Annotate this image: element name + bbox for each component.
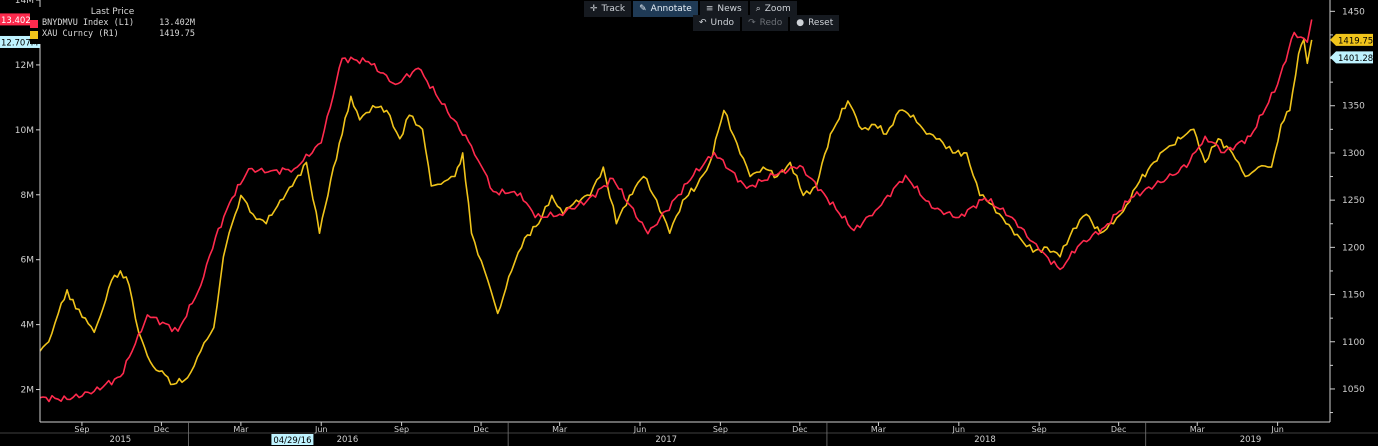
pencil-icon: ✎ (639, 4, 647, 14)
x-tick-label: Jun (1270, 425, 1284, 434)
news-icon: ≡ (705, 4, 714, 14)
zoom-button[interactable]: ⌕ Zoom (749, 1, 797, 17)
left-value-marker-label: 13.402M (1, 16, 38, 26)
x-tick-label: Dec (154, 425, 169, 434)
x-tick-label: Jun (314, 425, 328, 434)
series-line-bnydmvu (39, 19, 1313, 403)
reset-icon: ● (796, 18, 805, 28)
zoom-label: Zoom (764, 4, 791, 14)
right-tick-label: 1450 (1342, 7, 1365, 17)
right-tick-label: 1050 (1342, 385, 1365, 395)
right-tick-label: 1250 (1342, 196, 1365, 206)
x-tick-label: Sep (713, 425, 728, 434)
x-tick-label: Dec (1111, 425, 1126, 434)
legend-item[interactable]: XAU Curncy (R1) 1419.75 (30, 29, 195, 40)
undo-button[interactable]: ↶ Undo (693, 15, 741, 31)
left-tick-label: 14M (15, 0, 34, 6)
year-label: 2015 (110, 435, 132, 445)
x-tick-label: Mar (1190, 425, 1206, 434)
track-label: Track (601, 4, 626, 14)
reset-button[interactable]: ● Reset (790, 15, 840, 31)
x-tick-label: Sep (1032, 425, 1047, 434)
x-tick-label: Mar (871, 425, 887, 434)
x-tick-label: Jun (633, 425, 647, 434)
legend-item-value: 1419.75 (159, 29, 195, 39)
redo-label: Redo (759, 18, 783, 28)
year-label: 2017 (655, 435, 677, 445)
year-label: 2019 (1240, 435, 1262, 445)
undo-icon: ↶ (699, 18, 707, 28)
crosshair-date-label: 04/29/16 (273, 436, 311, 446)
toolbar-top: ✛ Track ✎ Annotate ≡ News ⌕ Zoom (584, 1, 797, 17)
x-tick-label: Mar (233, 425, 249, 434)
redo-icon: ↷ (748, 18, 756, 28)
legend: Last Price BNYDMVU Index (L1) 13.402M XA… (30, 7, 195, 44)
left-tick-label: 2M (21, 386, 35, 396)
right-value-marker (1330, 33, 1373, 46)
legend-item-value: 13.402M (159, 18, 195, 28)
x-tick-label: Dec (792, 425, 807, 434)
left-tick-label: 8M (21, 191, 35, 201)
x-tick-label: Jun (952, 425, 966, 434)
crosshair-date-box (271, 434, 314, 445)
redo-button[interactable]: ↷ Redo (742, 15, 789, 31)
legend-title: Last Price (90, 7, 135, 17)
right-tick-label: 1100 (1342, 338, 1365, 348)
x-tick-label: Mar (552, 425, 568, 434)
right-tick-label: 1200 (1342, 243, 1365, 253)
left-tick-label: 10M (15, 126, 34, 136)
legend-item-name: XAU Curncy (R1) (42, 29, 119, 39)
left-value-marker-label: 12.707M (1, 38, 38, 48)
left-tick-label: 12M (15, 61, 34, 71)
x-tick-label: Sep (394, 425, 409, 434)
series-line-xau (39, 38, 1313, 386)
x-tick-label: Sep (74, 425, 89, 434)
news-button[interactable]: ≡ News (699, 1, 748, 17)
left-value-marker (0, 13, 40, 26)
toolbar-bottom: ↶ Undo ↷ Redo ● Reset (693, 15, 840, 31)
left-tick-label: 4M (21, 321, 35, 331)
annotate-button[interactable]: ✎ Annotate (633, 1, 698, 17)
left-tick-label: 6M (21, 256, 35, 266)
annotate-label: Annotate (650, 4, 692, 14)
right-value-marker-label: 1419.75 (1338, 36, 1373, 46)
right-value-marker-label: 1401.28 (1338, 54, 1373, 64)
series-layer (39, 19, 1313, 403)
year-label: 2016 (337, 435, 359, 445)
track-button[interactable]: ✛ Track (584, 1, 632, 17)
legend-swatch-gold (30, 30, 38, 39)
right-value-marker (1330, 51, 1373, 64)
magnifier-icon: ⌕ (755, 4, 761, 14)
legend-item[interactable]: BNYDMVU Index (L1) 13.402M (30, 18, 195, 29)
year-label: 2018 (974, 435, 996, 445)
news-label: News (717, 4, 742, 14)
legend-swatch-red (30, 19, 38, 28)
undo-label: Undo (710, 18, 735, 28)
right-tick-label: 1300 (1342, 149, 1365, 159)
reset-label: Reset (808, 18, 834, 28)
crosshair-icon: ✛ (590, 4, 598, 14)
right-tick-label: 1350 (1342, 102, 1365, 112)
legend-item-name: BNYDMVU Index (L1) (42, 18, 135, 28)
x-tick-label: Dec (473, 425, 488, 434)
right-tick-label: 1150 (1342, 291, 1365, 301)
